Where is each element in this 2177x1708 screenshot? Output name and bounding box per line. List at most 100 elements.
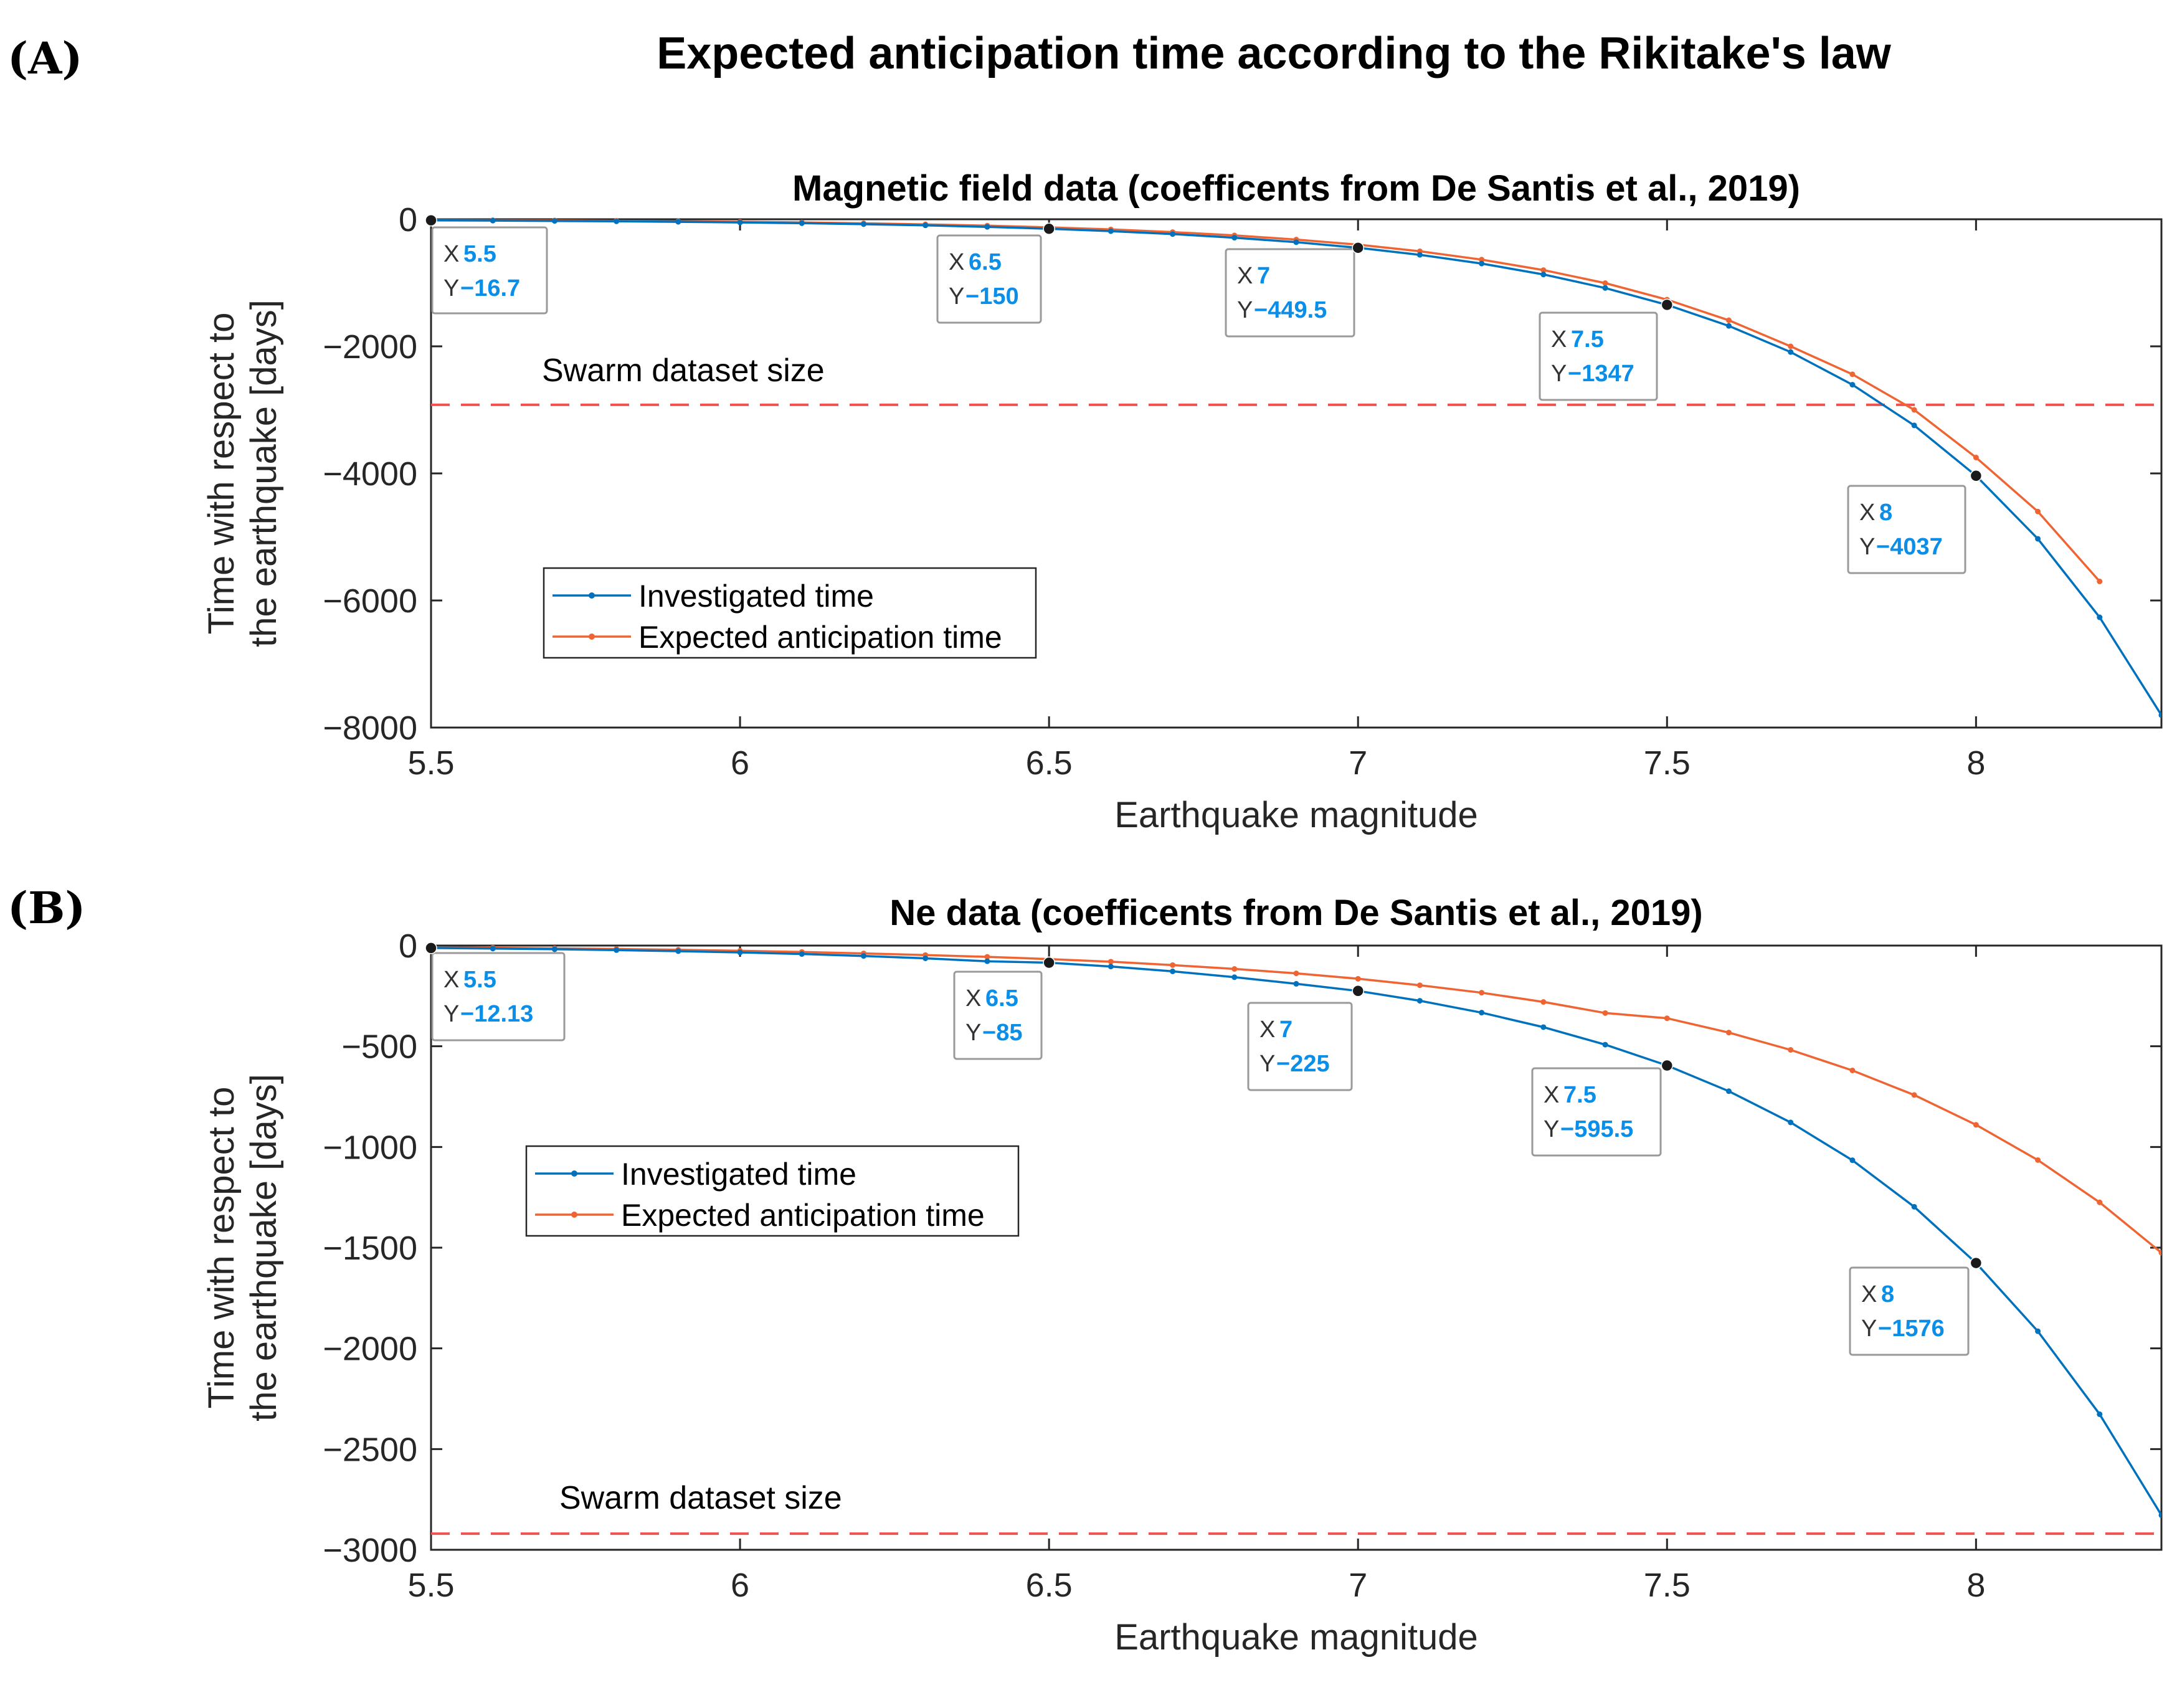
- panel-b: (B) Ne data (coefficents from De Santis e…: [7, 882, 2163, 1658]
- panel-letter: (A): [7, 32, 83, 84]
- datatip-x-key: X: [1551, 326, 1567, 353]
- datatip-x-key: X: [1859, 500, 1875, 526]
- investigated-time-point: [1231, 974, 1238, 980]
- y-tick-label: −500: [341, 1028, 417, 1066]
- investigated-time-point: [737, 949, 743, 956]
- legend-box: [543, 567, 1037, 659]
- expected-anticipation-time-point: [1479, 990, 1485, 996]
- legend-swatch-marker: [589, 592, 595, 599]
- investigated-time-point: [1849, 382, 1856, 388]
- investigated-time-point: [2158, 1512, 2161, 1518]
- expected-anticipation-time-point: [2035, 508, 2041, 515]
- datatip-y-value: −225: [1276, 1051, 1330, 1077]
- investigated-time-point: [1170, 231, 1176, 237]
- datatip-x-value: 7: [1257, 263, 1270, 289]
- datatip-box: [1849, 1266, 1970, 1356]
- expected-anticipation-time-point: [1726, 317, 1732, 323]
- datatip-marker: [1352, 985, 1364, 997]
- x-tick-label: 7: [1349, 744, 1367, 782]
- y-axis-label: Time with respect tothe earthquake [days…: [201, 1074, 284, 1421]
- y-tick-label: 0: [399, 201, 417, 239]
- datatip: X 7Y −225: [1247, 985, 1364, 1091]
- chart-title: Ne data (coefficents from De Santis et a…: [889, 893, 1702, 933]
- investigated-time-point: [1602, 1041, 1608, 1048]
- y-tick-label: −4000: [323, 455, 417, 493]
- investigated-time-point: [1416, 998, 1423, 1004]
- datatip-x-value: 5.5: [463, 241, 496, 267]
- investigated-time-point: [737, 219, 743, 225]
- legend-label: Expected anticipation time: [638, 620, 1002, 655]
- datatip: X 8Y −1576: [1849, 1256, 1983, 1356]
- investigated-time-point: [984, 224, 990, 230]
- y-axis-label-line-2: the earthquake [days]: [244, 300, 284, 647]
- investigated-time-point: [2158, 712, 2161, 718]
- legend: Investigated time Expected anticipation t…: [543, 567, 1037, 659]
- datatip: X 6.5Y −85: [953, 956, 1055, 1060]
- datatip: X 5.5Y −16.7: [425, 214, 548, 315]
- x-tick-label: 7.5: [1644, 744, 1691, 782]
- y-tick-label: −2000: [323, 328, 417, 366]
- datatip: X 8Y −4037: [1847, 470, 1983, 574]
- expected-anticipation-time-point: [1540, 267, 1547, 273]
- investigated-time-point: [1107, 964, 1114, 970]
- investigated-time-point: [984, 958, 990, 964]
- investigated-time-point: [861, 953, 866, 959]
- y-axis-label-line-1: Time with respect to: [201, 1087, 242, 1409]
- datatip-x-value: 7: [1279, 1017, 1292, 1043]
- datatip-x-value: 8: [1879, 500, 1892, 526]
- datatip-y-value: −595.5: [1560, 1116, 1633, 1142]
- datatip-box: [1847, 485, 1966, 574]
- investigated-time-point: [614, 218, 620, 224]
- legend-label: Expected anticipation time: [621, 1198, 985, 1233]
- expected-anticipation-time-point: [1170, 962, 1176, 968]
- x-tick-label: 6: [731, 744, 749, 782]
- investigated-time-point: [1231, 235, 1238, 241]
- datatip-marker: [1970, 1256, 1983, 1269]
- datatip-box: [1247, 1002, 1353, 1091]
- expected-anticipation-time-point: [1355, 975, 1361, 982]
- datatip-box: [1225, 248, 1355, 338]
- x-tick-label: 5.5: [407, 744, 454, 782]
- investigated-time-point: [1540, 272, 1547, 278]
- expected-anticipation-time-point: [1479, 257, 1485, 263]
- y-tick-label: 0: [399, 928, 417, 965]
- expected-anticipation-time-point: [1540, 999, 1547, 1005]
- datatip-marker: [1043, 222, 1055, 235]
- datatip-x-key: X: [1861, 1281, 1877, 1307]
- y-tick-label: −1500: [323, 1230, 417, 1267]
- datatip-y-key: Y: [1259, 1051, 1275, 1077]
- panel-letter: (B): [7, 882, 85, 934]
- datatip-x-key: X: [949, 249, 964, 275]
- datatip-box: [431, 952, 566, 1041]
- datatip-y-key: Y: [443, 1001, 459, 1027]
- datatip-y-key: Y: [1544, 1116, 1559, 1142]
- datatip-x-value: 7.5: [1571, 326, 1604, 353]
- investigated-time-point: [861, 221, 866, 227]
- datatip-marker: [425, 214, 437, 227]
- investigated-time-point: [1849, 1157, 1856, 1164]
- investigated-time-point: [1911, 1203, 1917, 1210]
- figure-title: Expected anticipation time according to …: [657, 29, 1892, 78]
- y-tick-label: −6000: [323, 582, 417, 620]
- datatip-x-key: X: [1544, 1082, 1559, 1108]
- investigated-time-point: [2097, 614, 2103, 620]
- datatip-y-value: −1347: [1568, 361, 1634, 387]
- datatip-x-value: 5.5: [463, 967, 496, 993]
- datatip-y-key: Y: [443, 275, 459, 301]
- investigated-time-point: [1788, 349, 1794, 355]
- legend-swatch-marker: [571, 1170, 577, 1177]
- expected-anticipation-time-point: [1911, 407, 1917, 413]
- datatip: X 7Y −449.5: [1225, 242, 1364, 338]
- legend-swatch-marker: [571, 1212, 577, 1218]
- legend-label: Investigated time: [621, 1157, 856, 1192]
- expected-anticipation-time-point: [2035, 1157, 2041, 1163]
- expected-anticipation-time-point: [1293, 970, 1299, 977]
- series-group: [431, 217, 2161, 718]
- y-tick-label: −2000: [323, 1331, 417, 1368]
- investigated-time-point: [1170, 968, 1176, 974]
- x-axis-label: Earthquake magnitude: [1114, 1617, 1478, 1658]
- y-tick-label: −8000: [323, 709, 417, 747]
- investigated-time-point: [1911, 422, 1917, 429]
- expected-anticipation-time-point: [1726, 1030, 1732, 1036]
- datatip-box: [953, 970, 1043, 1060]
